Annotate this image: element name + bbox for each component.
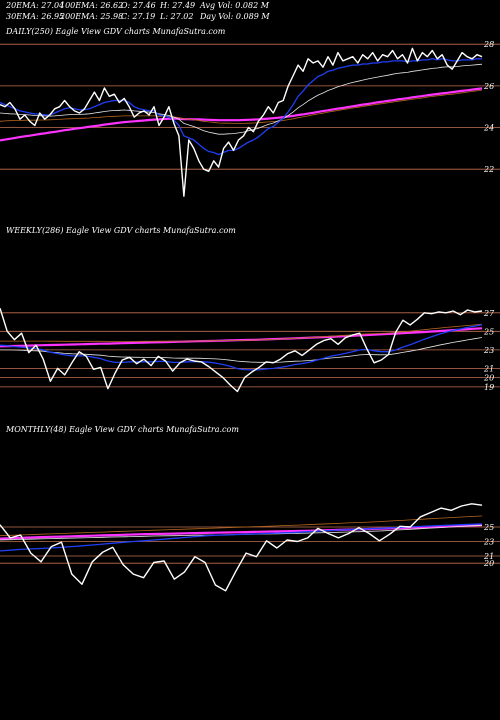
monthly-ema20-line (0, 523, 483, 552)
weekly-y-tick-label: 20 (483, 374, 494, 383)
day-vol-readout: Day Vol: 0.089 M (199, 12, 270, 21)
monthly-ema200-line (0, 524, 483, 540)
daily-ema-white-line (0, 63, 483, 135)
weekly-y-tick-label: 21 (483, 364, 494, 373)
low-readout: L: 27.02 (159, 12, 193, 21)
ema30-readout: 30EMA: 26.95 (6, 12, 64, 21)
weekly-y-tick-label: 23 (483, 346, 494, 355)
monthly-y-tick-label: 23 (483, 538, 494, 547)
monthly-panel: MONTHLY(48) Eagle View GDV charts Munafa… (0, 425, 500, 592)
ema100-readout: 100EMA: 26.62 (60, 1, 123, 10)
monthly-ema100-line (0, 515, 483, 537)
weekly-ema-white-line (0, 337, 483, 363)
daily-y-tick-label: 22 (483, 165, 494, 174)
monthly-y-tick-label: 20 (483, 559, 494, 568)
daily-y-tick-label: 26 (483, 82, 494, 91)
daily-panel-title: DAILY(250) Eagle View GDV charts MunafaS… (5, 27, 226, 36)
monthly-panel-title: MONTHLY(48) Eagle View GDV charts Munafa… (5, 425, 239, 434)
ema200-readout: 200EMA: 25.98 (59, 12, 123, 21)
daily-ema100-line (0, 89, 483, 124)
weekly-ema100-line (0, 323, 483, 342)
open-readout: O: 27.46 (121, 1, 156, 10)
weekly-panel-title: WEEKLY(286) Eagle View GDV charts Munafa… (6, 226, 236, 235)
monthly-y-tick-label: 21 (483, 552, 494, 561)
ema20-readout: 20EMA: 27.04 (5, 1, 64, 10)
monthly-price-line (0, 503, 483, 592)
weekly-y-tick-label: 25 (483, 327, 494, 336)
daily-panel: DAILY(250) Eagle View GDV charts MunafaS… (0, 27, 500, 197)
avg-vol-readout: Avg Vol: 0.082 M (199, 1, 270, 10)
weekly-y-tick-label: 19 (484, 383, 494, 392)
weekly-ema20-line (0, 324, 483, 371)
weekly-price-line (0, 307, 483, 393)
monthly-y-tick-label: 25 (483, 523, 494, 532)
weekly-y-tick-label: 27 (483, 309, 495, 318)
daily-ema20-line (0, 58, 482, 156)
close-readout: C: 27.19 (121, 12, 155, 21)
weekly-panel: WEEKLY(286) Eagle View GDV charts Munafa… (0, 226, 500, 393)
daily-ema200-line (0, 87, 483, 142)
daily-price-line (0, 47, 483, 197)
daily-y-tick-label: 24 (483, 124, 494, 133)
daily-y-tick-label: 28 (483, 40, 494, 49)
high-readout: H: 27.49 (159, 1, 195, 10)
indicator-header: 20EMA: 27.04 100EMA: 26.62 O: 27.46 H: 2… (5, 1, 270, 21)
